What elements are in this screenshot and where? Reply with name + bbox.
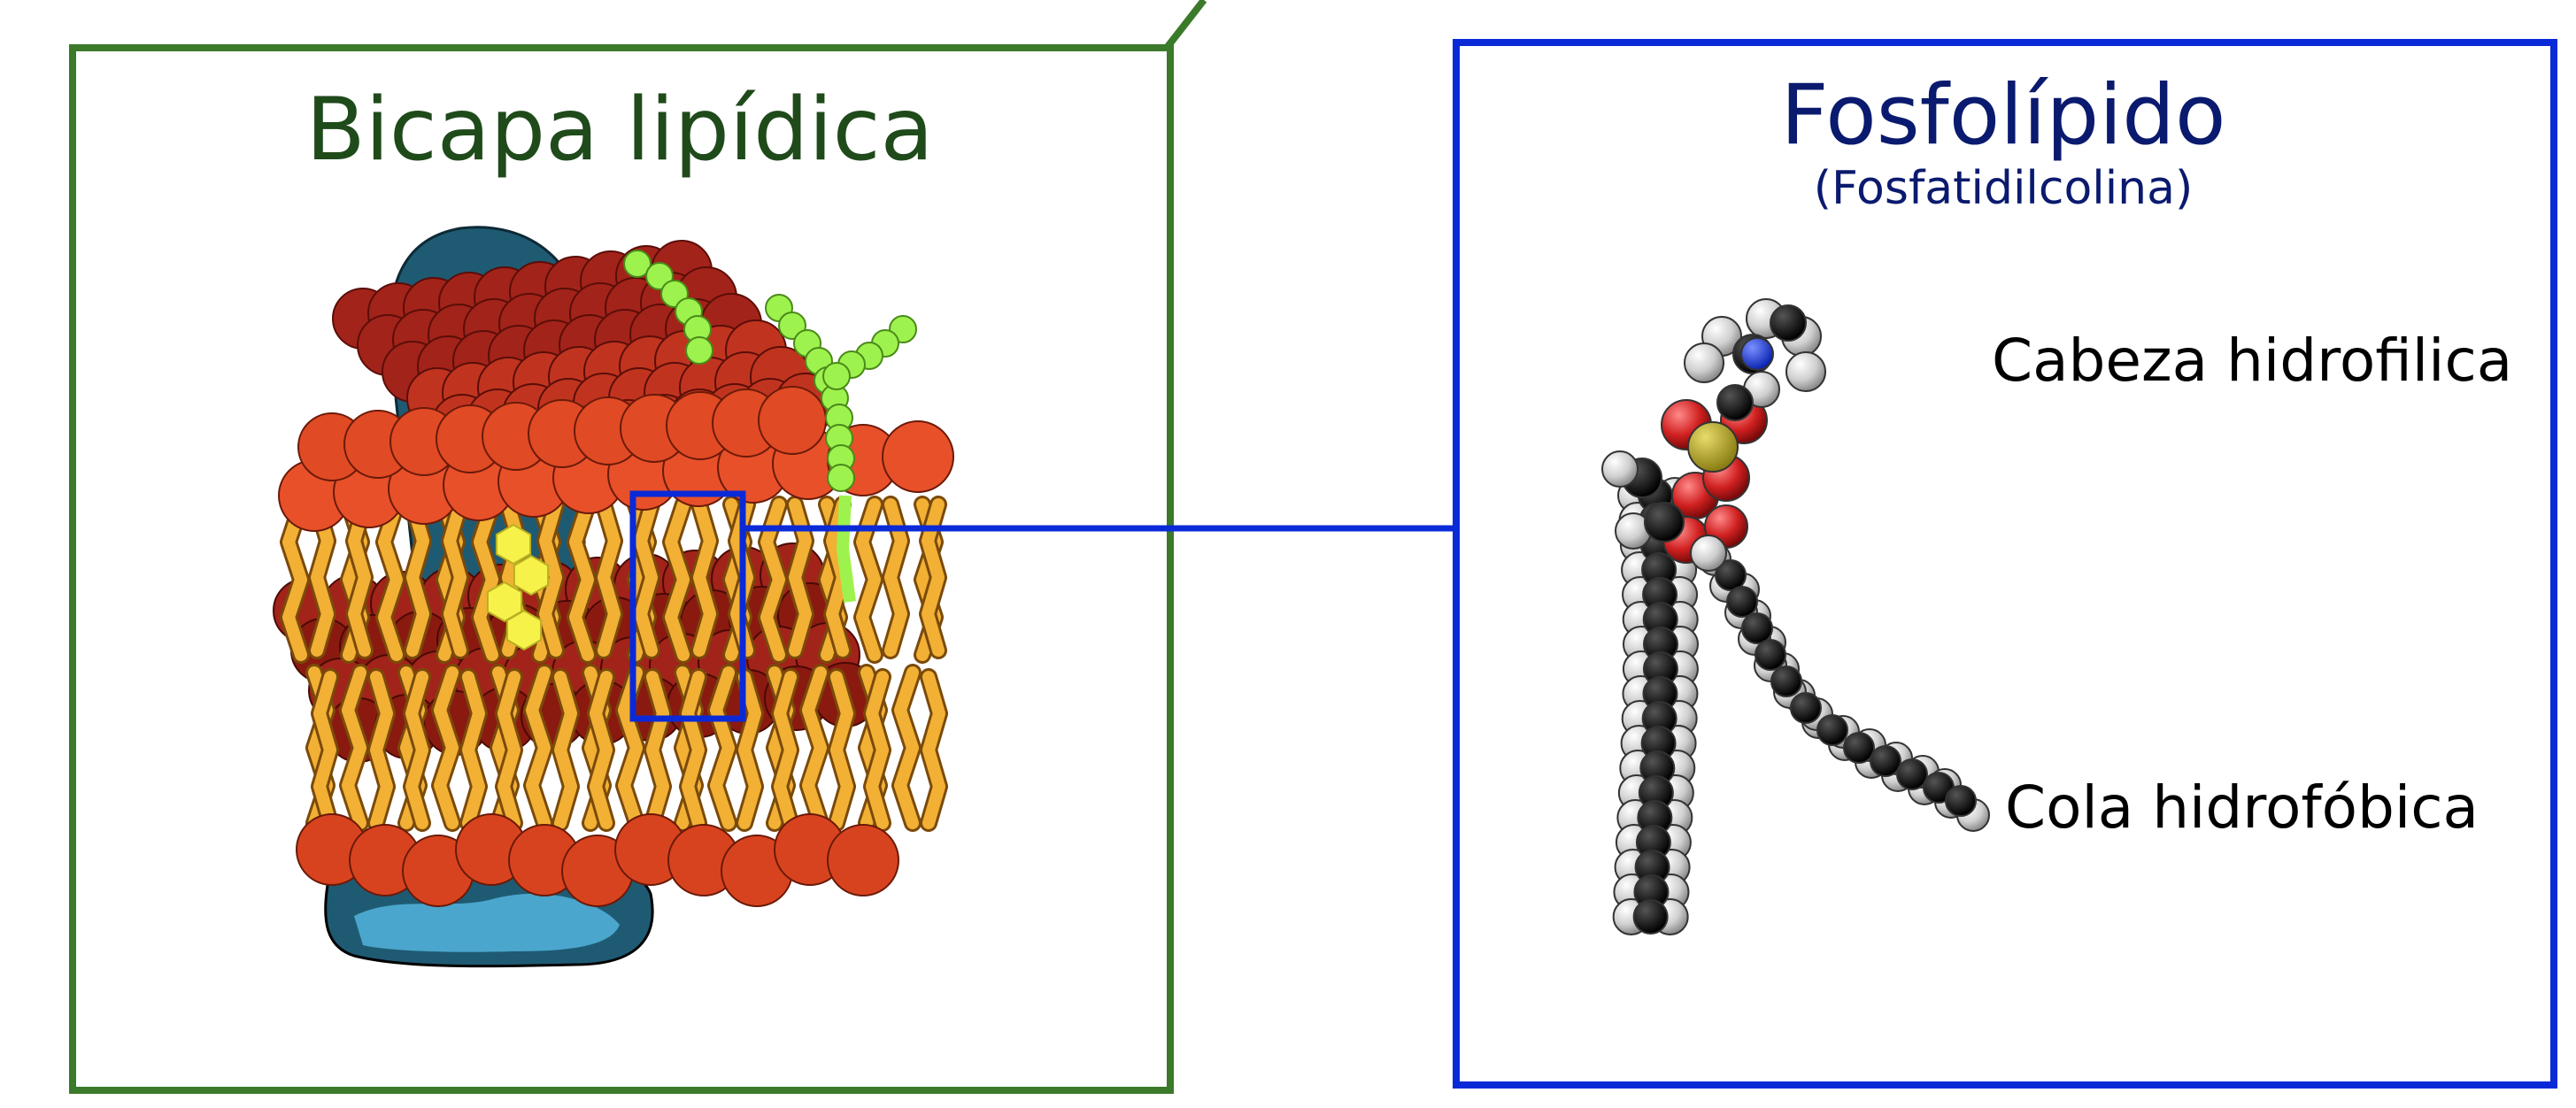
atom [1715, 559, 1747, 591]
atom [1690, 535, 1727, 572]
zoom-connector-line [1163, 0, 1207, 50]
glycan-bead [827, 464, 855, 492]
lipid-tail [406, 498, 429, 657]
cholesterol-molecule [486, 523, 550, 651]
lipid-tail [342, 666, 366, 829]
atom [1755, 639, 1786, 671]
phospholipid-title: Fosfolípido [1780, 67, 2225, 164]
lipid-tail [646, 671, 669, 829]
bilayer-title: Bicapa lipídica [305, 80, 933, 181]
atom [1770, 304, 1807, 342]
atom [1770, 666, 1802, 697]
lipid-tail [682, 671, 705, 829]
bilayer-panel-border [69, 44, 1174, 1094]
phospholipid-panel: Fosfolípido (Fosfatidilcolina) Cabeza hi… [1453, 39, 2557, 1089]
atom [1716, 384, 1754, 421]
lipid-tail [866, 671, 889, 829]
atom [1816, 714, 1848, 746]
lipid-tail [569, 498, 594, 661]
cholesterol-ring [505, 609, 543, 651]
atom [1684, 342, 1724, 383]
lipid-tail [526, 666, 551, 829]
cholesterol-ring [495, 523, 532, 566]
lipid-head [882, 420, 954, 493]
lipid-tail [554, 671, 577, 829]
atom [1644, 502, 1685, 542]
atom [1687, 421, 1739, 473]
lipid-tail [313, 671, 336, 829]
atom [1870, 745, 1901, 777]
bilayer-illustration [273, 226, 954, 968]
atom [1601, 450, 1639, 488]
lipid-tail [598, 498, 621, 657]
atom [1843, 732, 1875, 764]
lipid-tail [618, 666, 643, 829]
cholesterol-ring [513, 554, 550, 596]
lipid-tail [693, 498, 716, 657]
atom [1896, 758, 1928, 790]
phospholipid-subtitle: (Fosfatidilcolina) [1814, 162, 2194, 215]
phospholipid-highlight-box [629, 490, 746, 722]
glycan-stalk [836, 495, 856, 603]
lipid-tail [474, 498, 498, 661]
cholesterol-ring [486, 581, 523, 623]
glycan-bead [685, 336, 713, 365]
hydrophilic-head-label: Cabeza hidrofilica [1992, 327, 2512, 395]
atom [1945, 785, 1977, 817]
lipid-tail [443, 498, 467, 657]
glycan-bead [822, 362, 851, 390]
glycan-chains [623, 250, 917, 603]
lipid-heads [278, 386, 954, 907]
atom [1785, 351, 1826, 392]
glycan-bead [623, 250, 652, 278]
lipid-tail [462, 671, 485, 829]
atom [1740, 337, 1774, 371]
lipid-tail [348, 498, 371, 657]
lipid-tail [282, 498, 307, 661]
lipid-tail [738, 671, 761, 829]
hydrophobic-tail-label: Cola hidrofóbica [2005, 773, 2479, 842]
phosphatidylcholine-model [1601, 298, 1990, 935]
atom [1726, 586, 1758, 618]
phospholipid-panel-border [1453, 39, 2557, 1089]
lipid-tail [635, 498, 658, 657]
bilayer-panel: Bicapa lipídica [69, 0, 1207, 1094]
membrane-protein-bottom-highlight [354, 893, 620, 952]
lipid-tail [539, 498, 562, 657]
lipid-head [758, 386, 827, 455]
lipid-tail [665, 498, 690, 661]
lipid-tail [710, 666, 735, 829]
lipid-tail [894, 666, 919, 829]
atom [1790, 692, 1822, 724]
lipid-tail [370, 671, 393, 829]
lipid-tail [774, 671, 797, 829]
lipid-tail [434, 666, 459, 829]
lipid-tail [405, 671, 428, 829]
atom [1741, 612, 1773, 644]
lipid-head [827, 824, 899, 896]
lipid-tail [497, 671, 521, 829]
lipid-tail [802, 666, 827, 829]
lipid-tail [922, 671, 945, 829]
lipid-tail [830, 671, 853, 829]
atom [1632, 899, 1669, 935]
lipid-tail [378, 498, 403, 661]
lipid-tail [590, 671, 613, 829]
